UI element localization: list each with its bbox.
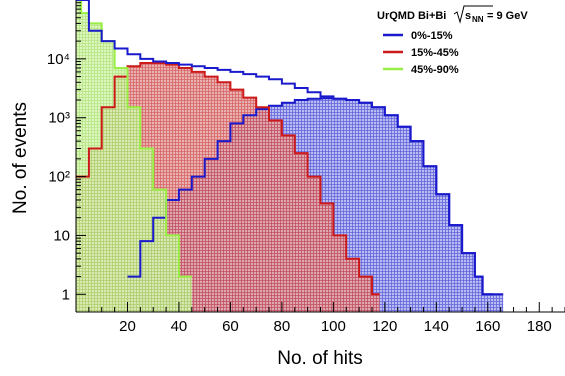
x-tick-label: 40 bbox=[171, 318, 188, 335]
legend-entries: 0%-15% 15%-45% 45%-90% bbox=[383, 30, 459, 76]
svg-text:NN: NN bbox=[472, 15, 484, 24]
series-area-3 bbox=[76, 0, 192, 312]
svg-text:s: s bbox=[465, 10, 471, 22]
legend-title-sub: NN bbox=[472, 15, 484, 24]
series-lines bbox=[76, 0, 504, 296]
y-tick-label: 10⁴ bbox=[47, 51, 70, 68]
y-tick-label: 1 bbox=[62, 286, 70, 303]
y-tick-label: 10² bbox=[48, 169, 70, 186]
series-areas bbox=[76, 0, 504, 312]
y-tick-label: 10³ bbox=[48, 110, 70, 127]
svg-text:= 9 GeV: = 9 GeV bbox=[487, 10, 528, 22]
sqrt-symbol-icon bbox=[453, 5, 493, 24]
total-envelope-line bbox=[76, 0, 493, 296]
x-axis-ticks: 20 40 60 80 100 120 140 160 180 bbox=[75, 302, 565, 335]
legend-title-value: = 9 GeV bbox=[487, 10, 528, 22]
x-tick-label: 60 bbox=[222, 318, 239, 335]
legend-title-sqrt: s bbox=[465, 10, 471, 22]
x-tick-label: 180 bbox=[527, 318, 552, 335]
y-axis-ticks: 1 10 10² 10³ 10⁴ bbox=[47, 2, 86, 303]
x-tick-label: 160 bbox=[475, 318, 500, 335]
legend-label-1: 0%-15% bbox=[411, 30, 453, 42]
y-axis-title: No. of events bbox=[10, 102, 31, 214]
x-tick-label: 140 bbox=[424, 318, 449, 335]
x-tick-label: 120 bbox=[372, 318, 397, 335]
x-tick-label: 100 bbox=[321, 318, 346, 335]
x-axis-title: No. of hits bbox=[277, 348, 363, 369]
x-tick-label: 20 bbox=[119, 318, 136, 335]
legend: UrQMD Bi+Bi s NN = 9 GeV 0%-15% 15%-45% 45… bbox=[377, 5, 528, 76]
legend-label-2: 15%-45% bbox=[411, 47, 459, 59]
x-tick-label: 80 bbox=[274, 318, 291, 335]
legend-label-3: 45%-90% bbox=[411, 64, 459, 76]
legend-title-main: UrQMD Bi+Bi bbox=[377, 10, 446, 22]
legend-title: UrQMD Bi+Bi bbox=[377, 10, 446, 22]
y-tick-label: 10 bbox=[53, 227, 70, 244]
